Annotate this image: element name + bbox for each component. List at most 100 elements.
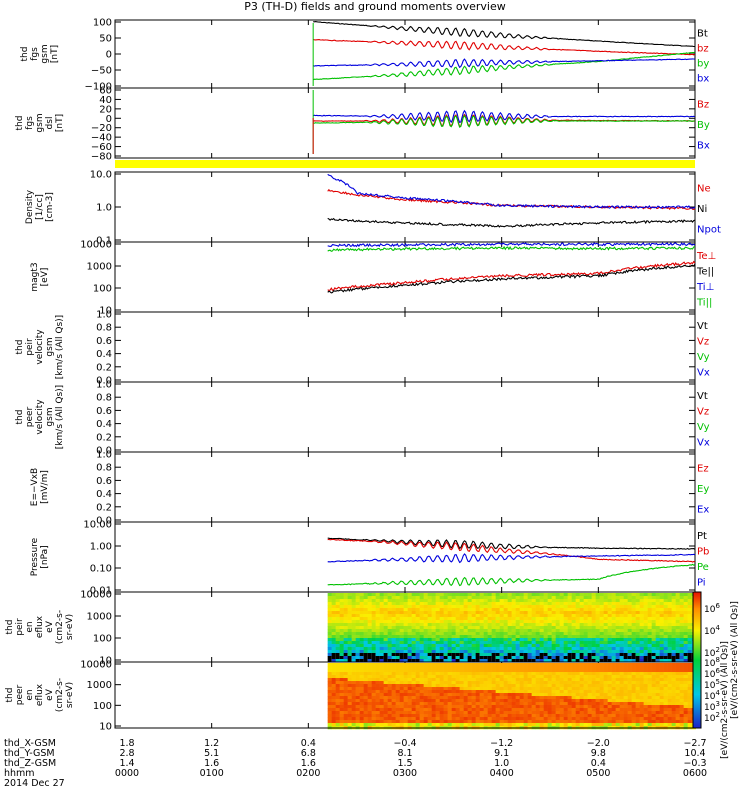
spectrogram-cell bbox=[339, 641, 344, 645]
spectrogram-cell bbox=[547, 623, 552, 627]
spectrogram-cell bbox=[643, 702, 648, 706]
spectrogram-cell bbox=[523, 620, 528, 624]
spectrogram-cell bbox=[379, 711, 384, 715]
spectrogram-cell bbox=[375, 629, 380, 633]
spectrogram-cell bbox=[575, 705, 580, 709]
spectrogram-cell bbox=[371, 599, 376, 603]
spectrogram-cell bbox=[615, 593, 620, 597]
x-axis-tick-label: 0500 bbox=[586, 768, 610, 779]
spectrogram-cell bbox=[435, 602, 440, 606]
spectrogram-cell bbox=[687, 614, 692, 618]
spectrogram-cell bbox=[379, 599, 384, 603]
spectrogram-cell bbox=[551, 620, 556, 624]
spectrogram-cell bbox=[575, 723, 580, 727]
colorbar-cell bbox=[693, 645, 701, 647]
spectrogram-cell bbox=[343, 663, 348, 667]
spectrogram-cell bbox=[459, 599, 464, 603]
spectrogram-cell bbox=[503, 647, 508, 651]
spectrogram-cell bbox=[503, 659, 508, 663]
spectrogram-cell bbox=[327, 702, 332, 706]
spectrogram-cell bbox=[355, 635, 360, 639]
spectrogram-cell bbox=[503, 690, 508, 694]
spectrogram-cell bbox=[463, 684, 468, 688]
spectrogram-cell bbox=[563, 641, 568, 645]
spectrogram-cell bbox=[367, 638, 372, 642]
spectrogram-cell bbox=[451, 714, 456, 718]
spectrogram-cell bbox=[423, 638, 428, 642]
spectrogram-cell bbox=[327, 593, 332, 597]
spectrogram-cell bbox=[551, 602, 556, 606]
spectrogram-cell bbox=[443, 605, 448, 609]
spectrogram-cell bbox=[499, 687, 504, 691]
spectrogram-cell bbox=[479, 690, 484, 694]
spectrogram-cell bbox=[363, 599, 368, 603]
spectrogram-cell bbox=[555, 608, 560, 612]
spectrogram-cell bbox=[543, 626, 548, 630]
spectrogram-cell bbox=[439, 663, 444, 667]
spectrogram-cell bbox=[499, 678, 504, 682]
spectrogram-cell bbox=[595, 693, 600, 697]
spectrogram-cell bbox=[347, 596, 352, 600]
spectrogram-cell bbox=[647, 653, 652, 656]
spectrogram-cell bbox=[659, 647, 664, 651]
spectrogram-cell bbox=[439, 620, 444, 624]
spectrogram-cell bbox=[515, 711, 520, 715]
spectrogram-cell bbox=[395, 650, 400, 654]
spectrogram-cell bbox=[355, 599, 360, 603]
spectrogram-cell bbox=[475, 678, 480, 682]
spectrogram-cell bbox=[383, 647, 388, 651]
spectrogram-cell bbox=[599, 678, 604, 682]
spectrogram-cell bbox=[611, 614, 616, 618]
spectrogram-cell bbox=[659, 687, 664, 691]
spectrogram-cell bbox=[647, 623, 652, 627]
spectrogram-cell bbox=[475, 626, 480, 630]
spectrogram-cell bbox=[511, 656, 516, 660]
spectrogram-cell bbox=[627, 711, 632, 715]
colorbar-cell bbox=[693, 719, 701, 721]
spectrogram-cell bbox=[487, 596, 492, 600]
y-tick-label: 0.0 bbox=[96, 446, 112, 457]
spectrogram-cell bbox=[563, 605, 568, 609]
spectrogram-cell bbox=[583, 608, 588, 612]
spectrogram-cell bbox=[607, 596, 612, 600]
spectrogram-cell bbox=[415, 681, 420, 685]
spectrogram-cell bbox=[439, 702, 444, 706]
spectrogram-cell bbox=[547, 626, 552, 630]
spectrogram-cell bbox=[571, 602, 576, 606]
spectrogram-cell bbox=[567, 614, 572, 618]
spectrogram-cell bbox=[331, 617, 336, 621]
spectrogram-cell bbox=[503, 669, 508, 673]
spectrogram-cell bbox=[495, 669, 500, 673]
spectrogram-cell bbox=[495, 711, 500, 715]
spectrogram-cell bbox=[335, 720, 340, 724]
spectrogram-cell bbox=[627, 663, 632, 667]
spectrogram-cell bbox=[507, 720, 512, 724]
spectrogram-cell bbox=[491, 596, 496, 600]
spectrogram-cell bbox=[483, 666, 488, 670]
spectrogram-cell bbox=[451, 669, 456, 673]
spectrogram-cell bbox=[431, 711, 436, 715]
x-axis-tick-label: 1.2 bbox=[204, 738, 219, 749]
spectrogram-cell bbox=[475, 687, 480, 691]
spectrogram-cell bbox=[651, 723, 656, 727]
spectrogram-cell bbox=[531, 666, 536, 670]
spectrogram-cell bbox=[475, 690, 480, 694]
spectrogram-cell bbox=[395, 647, 400, 651]
spectrogram-cell bbox=[527, 669, 532, 673]
spectrogram-cell bbox=[335, 672, 340, 676]
colorbar-cell bbox=[693, 683, 701, 685]
spectrogram-cell bbox=[547, 663, 552, 667]
spectrogram-cell bbox=[687, 696, 692, 700]
legend-entry: Vx bbox=[697, 367, 710, 378]
spectrogram-cell bbox=[423, 653, 428, 657]
spectrogram-cell bbox=[507, 644, 512, 648]
spectrogram-cell bbox=[599, 666, 604, 670]
legend-entry: Vx bbox=[697, 437, 710, 448]
spectrogram-cell bbox=[619, 632, 624, 636]
spectrogram-cell bbox=[411, 693, 416, 697]
spectrogram-cell bbox=[371, 629, 376, 633]
spectrogram-cell bbox=[347, 611, 352, 615]
spectrogram-cell bbox=[363, 720, 368, 724]
spectrogram-cell bbox=[459, 663, 464, 667]
y-tick-label: 0.0 bbox=[96, 516, 112, 527]
